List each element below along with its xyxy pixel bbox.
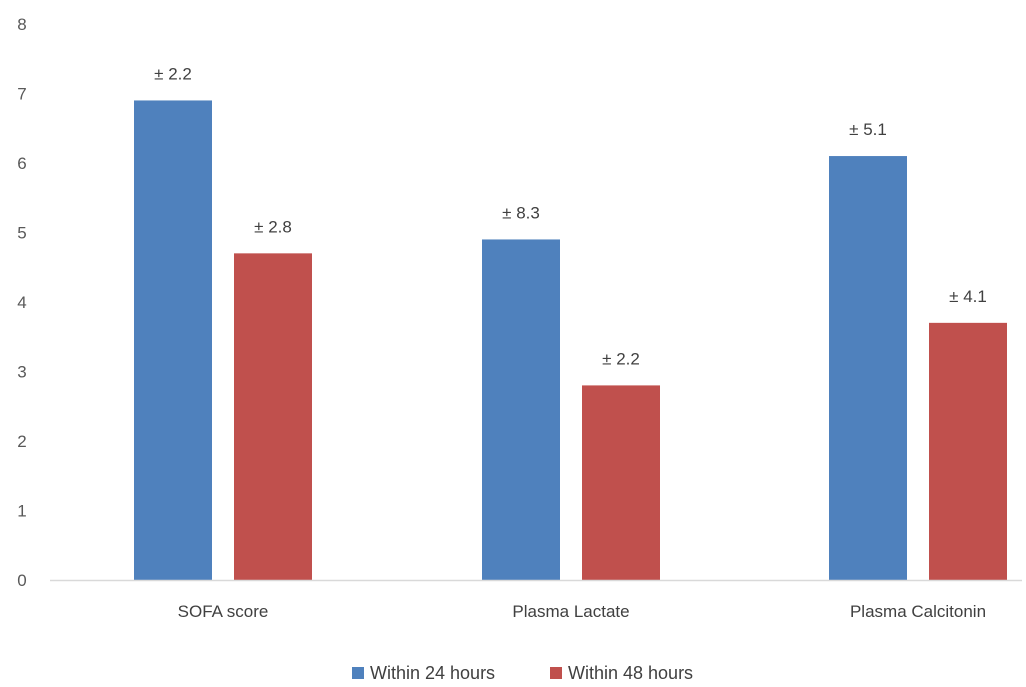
bar [582, 385, 660, 580]
legend-label: Within 48 hours [568, 663, 693, 683]
category-labels: SOFA score Plasma Lactate Plasma Calcitoni… [178, 602, 986, 621]
bar [929, 322, 1007, 580]
legend-item: Within 48 hours [550, 663, 693, 683]
legend-item: Within 24 hours [352, 663, 495, 683]
bar-data-label: ± 2.8 [254, 217, 292, 236]
bars [134, 100, 1007, 581]
bar [482, 239, 560, 580]
y-tick-label: 6 [17, 154, 26, 173]
bar-data-label: ± 2.2 [154, 64, 192, 83]
category-label: Plasma Lactate [512, 602, 629, 621]
bar-data-label: ± 2.2 [602, 349, 640, 368]
y-tick-label: 2 [17, 432, 26, 451]
bar-data-label: ± 8.3 [502, 203, 540, 222]
y-tick-label: 7 [17, 85, 26, 104]
y-tick-label: 1 [17, 502, 26, 521]
category-label: SOFA score [178, 602, 269, 621]
y-tick-label: 4 [17, 293, 26, 312]
bar [829, 156, 907, 581]
category-label: Plasma Calcitonin [850, 602, 986, 621]
y-tick-label: 3 [17, 363, 26, 382]
bar [234, 253, 312, 580]
y-tick-label: 8 [17, 15, 26, 34]
legend: Within 24 hours Within 48 hours [352, 663, 693, 683]
bar-data-label: ± 4.1 [949, 287, 987, 306]
y-tick-label: 0 [17, 571, 26, 590]
data-labels: ± 2.2 ± 8.3 ± 5.1 ± 2.8 ± 2.2 ± 4.1 [154, 64, 987, 368]
y-tick-label: 5 [17, 224, 26, 243]
legend-label: Within 24 hours [370, 663, 495, 683]
legend-swatch [352, 667, 364, 679]
legend-swatch [550, 667, 562, 679]
bar [134, 100, 212, 580]
bar-data-label: ± 5.1 [849, 120, 887, 139]
y-axis-ticks: 0 1 2 3 4 5 6 7 8 [17, 15, 26, 590]
